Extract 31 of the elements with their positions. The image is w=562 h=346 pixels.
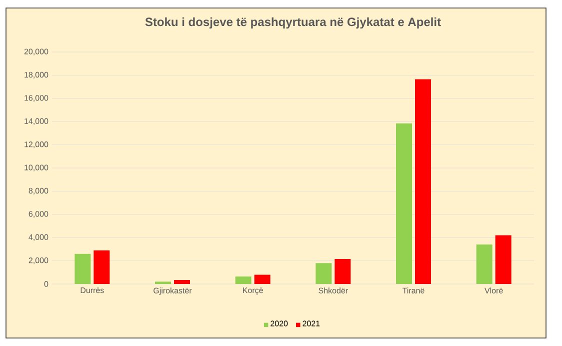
bar — [495, 235, 512, 284]
bar — [316, 263, 332, 284]
x-tick-label: Durrës — [80, 288, 104, 294]
y-tick-label: 2,000 — [28, 258, 48, 264]
bar — [254, 274, 270, 284]
x-tick-label: Korçë — [243, 288, 263, 295]
bar — [396, 123, 412, 284]
chart-title: Stoku i dosjeve të pashqyrtuara në Gjykatat e Apelit — [145, 17, 441, 29]
bar — [235, 276, 252, 284]
bar — [334, 259, 351, 284]
x-tick-label: Tiranë — [402, 288, 424, 294]
bar — [174, 280, 190, 284]
y-tick-label: 10,000 — [24, 164, 48, 172]
y-tick-label: 6,000 — [28, 211, 48, 218]
y-tick-label: 16,000 — [24, 95, 48, 102]
legend-label: 2020 — [270, 320, 288, 326]
bar — [74, 254, 91, 284]
y-tick-label: 20,000 — [24, 48, 48, 56]
y-tick-label: 14,000 — [24, 118, 48, 125]
y-tick-label: 18,000 — [24, 72, 48, 78]
bar — [476, 244, 492, 284]
x-tick-label: Vlorë — [484, 288, 503, 294]
bar — [94, 250, 110, 284]
bar — [415, 79, 432, 284]
y-tick-label: 4,000 — [28, 234, 48, 241]
y-tick-label: 12,000 — [24, 142, 48, 148]
legend-label: 2021 — [302, 320, 320, 326]
x-tick-label: Gjirokastër — [154, 288, 192, 295]
y-tick-label: 0 — [44, 281, 48, 287]
x-tick-label: Shkodër — [318, 288, 348, 294]
y-tick-label: 8,000 — [28, 188, 48, 194]
